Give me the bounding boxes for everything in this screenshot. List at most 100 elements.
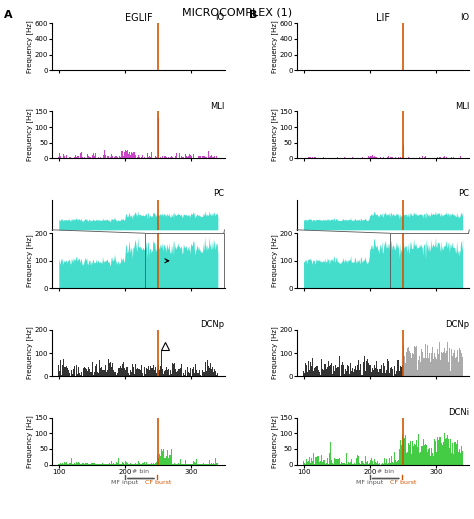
Bar	[444, 351, 445, 376]
Bar	[373, 369, 374, 376]
Bar	[438, 441, 439, 465]
Bar	[105, 155, 106, 158]
Bar	[80, 153, 81, 158]
Bar	[209, 368, 210, 376]
Bar	[454, 354, 455, 376]
Bar	[363, 463, 364, 465]
Text: MICROCOMPLEX (1): MICROCOMPLEX (1)	[182, 8, 292, 18]
Bar	[91, 152, 92, 158]
Bar	[375, 157, 376, 158]
Bar	[377, 369, 378, 376]
Bar	[387, 157, 388, 158]
Bar	[375, 462, 376, 465]
Bar	[343, 462, 344, 465]
Bar	[79, 374, 80, 376]
Bar	[181, 156, 182, 158]
Bar	[434, 442, 435, 465]
Bar	[137, 464, 138, 465]
Bar	[196, 370, 197, 376]
Bar	[203, 372, 204, 376]
Bar	[210, 156, 211, 158]
Text: A: A	[4, 10, 12, 20]
Bar	[123, 463, 124, 465]
Bar	[177, 371, 178, 376]
Bar	[361, 375, 362, 376]
Bar	[338, 459, 339, 465]
Bar	[413, 354, 414, 376]
Bar	[74, 365, 75, 376]
Bar	[201, 157, 202, 158]
Bar	[90, 372, 91, 376]
Bar	[398, 361, 399, 376]
Bar	[333, 366, 334, 376]
Y-axis label: Frequency [Hz]: Frequency [Hz]	[27, 108, 33, 161]
Bar	[304, 463, 305, 465]
Text: IO: IO	[215, 13, 225, 22]
Bar	[322, 370, 323, 376]
Bar	[184, 375, 185, 376]
Bar	[185, 460, 186, 465]
Bar	[58, 157, 59, 158]
Bar	[437, 349, 438, 376]
Bar	[421, 349, 422, 376]
Bar	[151, 152, 152, 158]
Bar	[427, 345, 428, 376]
Bar	[208, 366, 209, 376]
Bar	[204, 156, 205, 158]
Bar	[391, 459, 392, 465]
Bar	[158, 455, 159, 465]
Bar	[64, 367, 65, 376]
Bar	[438, 354, 439, 376]
Bar	[169, 375, 170, 376]
Bar	[203, 463, 204, 465]
Bar	[397, 461, 398, 465]
Bar	[144, 367, 145, 376]
Text: PC: PC	[213, 189, 225, 198]
Bar	[118, 458, 119, 465]
Bar	[338, 367, 339, 376]
Bar	[356, 370, 357, 376]
Bar	[89, 157, 90, 158]
Bar	[442, 353, 443, 376]
Bar	[65, 463, 66, 465]
Bar	[314, 157, 315, 158]
Bar	[308, 462, 309, 465]
Bar	[386, 370, 387, 376]
Bar	[164, 452, 165, 465]
Text: CF burst: CF burst	[145, 481, 172, 485]
Bar	[83, 156, 84, 158]
Bar	[144, 462, 145, 465]
Bar	[376, 463, 377, 465]
Bar	[201, 363, 202, 376]
Bar	[419, 157, 420, 158]
Title: LIF: LIF	[376, 12, 390, 23]
Bar	[103, 369, 104, 376]
Y-axis label: Frequency [Hz]: Frequency [Hz]	[27, 415, 33, 468]
Bar	[306, 459, 307, 465]
Bar	[151, 368, 152, 376]
Bar	[151, 463, 152, 465]
Bar	[440, 360, 441, 376]
Y-axis label: Frequency [Hz]: Frequency [Hz]	[27, 20, 33, 73]
Bar	[209, 157, 210, 158]
Bar	[83, 370, 84, 376]
Bar	[202, 370, 203, 376]
Bar	[169, 455, 170, 465]
Bar	[120, 366, 121, 376]
Bar	[198, 373, 199, 376]
Bar	[360, 463, 361, 465]
Bar	[198, 464, 199, 465]
Bar	[116, 375, 117, 376]
Bar	[337, 157, 338, 158]
Bar	[214, 464, 215, 465]
Bar	[436, 440, 437, 465]
Bar	[336, 362, 337, 376]
Bar	[383, 363, 384, 376]
Bar	[174, 463, 175, 465]
Bar	[369, 363, 370, 376]
Bar	[307, 372, 308, 376]
Bar	[346, 454, 347, 465]
Bar	[424, 157, 425, 158]
Bar	[111, 367, 112, 376]
Bar	[359, 463, 360, 465]
